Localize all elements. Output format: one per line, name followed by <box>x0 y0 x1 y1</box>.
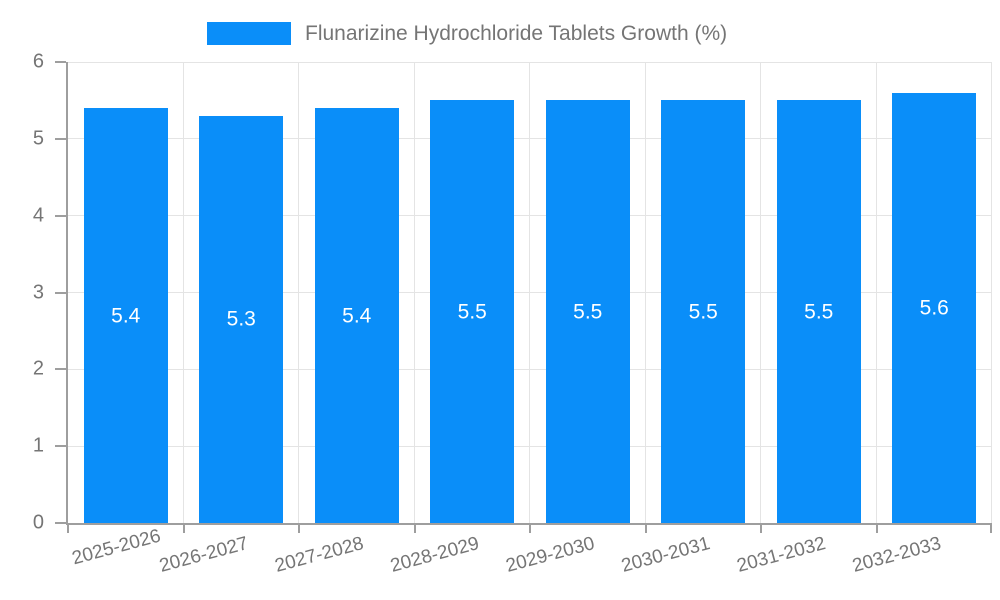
y-axis-tick <box>55 137 66 140</box>
x-axis-tick <box>529 523 531 533</box>
gridline-vertical <box>875 62 877 523</box>
bar-value-label: 5.4 <box>342 304 372 328</box>
x-axis-category-label: 2025-2026 <box>69 525 164 570</box>
y-axis-tick <box>55 368 66 371</box>
chart-legend[interactable]: Flunarizine Hydrochloride Tablets Growth… <box>207 21 727 46</box>
x-axis-tick <box>182 523 185 533</box>
bar-2031-2032[interactable]: 5.5 <box>776 100 861 523</box>
x-axis-tick <box>298 523 300 533</box>
y-axis-tick <box>55 291 66 294</box>
y-axis-tick-label: 0 <box>32 511 44 534</box>
bar-value-label: 5.6 <box>919 296 949 320</box>
gridline-horizontal <box>68 138 992 140</box>
gridline-vertical <box>991 62 992 523</box>
bar-2029-2030[interactable]: 5.5 <box>545 100 630 523</box>
bar-2028-2029[interactable]: 5.5 <box>430 100 515 523</box>
gridline-vertical <box>413 62 415 523</box>
bar-2025-2026[interactable]: 5.4 <box>83 108 168 523</box>
y-axis-tick-label: 2 <box>32 357 44 380</box>
gridline-vertical <box>760 62 761 523</box>
x-axis-tick <box>990 523 992 533</box>
y-axis-tick-label: 4 <box>32 204 44 227</box>
gridline-vertical <box>182 62 184 523</box>
y-axis-tick <box>55 61 66 63</box>
gridline-horizontal <box>68 292 992 293</box>
y-axis-tick-label: 3 <box>32 281 44 304</box>
y-axis-tick-label: 5 <box>32 127 44 150</box>
bar-value-label: 5.3 <box>226 307 256 331</box>
bar-value-label: 5.5 <box>457 300 487 324</box>
x-axis-tick <box>67 523 69 533</box>
gridline-horizontal <box>68 445 992 447</box>
bar-2026-2027[interactable]: 5.3 <box>199 115 284 523</box>
y-axis-tick <box>55 522 66 524</box>
x-axis-tick <box>413 523 416 533</box>
gridline-vertical <box>529 62 530 523</box>
bar-value-label: 5.5 <box>573 300 603 324</box>
legend-label: Flunarizine Hydrochloride Tablets Growth… <box>305 22 728 45</box>
legend-swatch <box>207 22 291 46</box>
gridline-horizontal <box>68 61 992 63</box>
bar-2032-2033[interactable]: 5.6 <box>892 92 977 523</box>
y-axis-tick-label: 6 <box>32 50 44 73</box>
gridline-horizontal <box>68 215 992 217</box>
bar-value-label: 5.5 <box>804 300 834 324</box>
y-axis-tick <box>55 214 66 217</box>
bar-2027-2028[interactable]: 5.4 <box>314 108 399 523</box>
gridline-vertical <box>298 62 299 523</box>
gridline-vertical <box>644 62 646 523</box>
bar-value-label: 5.5 <box>688 300 718 324</box>
bar-value-label: 5.4 <box>111 304 141 328</box>
y-axis-tick-label: 1 <box>32 434 44 457</box>
gridline-horizontal <box>68 368 992 370</box>
plot-area: 0 1 2 3 4 5 6 5.4 2025-2026 5.3 2026-2027 5.4 2027-2… <box>33 52 992 577</box>
y-axis-line <box>66 62 68 523</box>
x-axis-tick <box>760 523 762 533</box>
x-axis-tick <box>875 523 878 533</box>
bar-2030-2031[interactable]: 5.5 <box>661 100 746 523</box>
y-axis-tick <box>55 445 66 448</box>
x-axis-tick <box>644 523 647 533</box>
